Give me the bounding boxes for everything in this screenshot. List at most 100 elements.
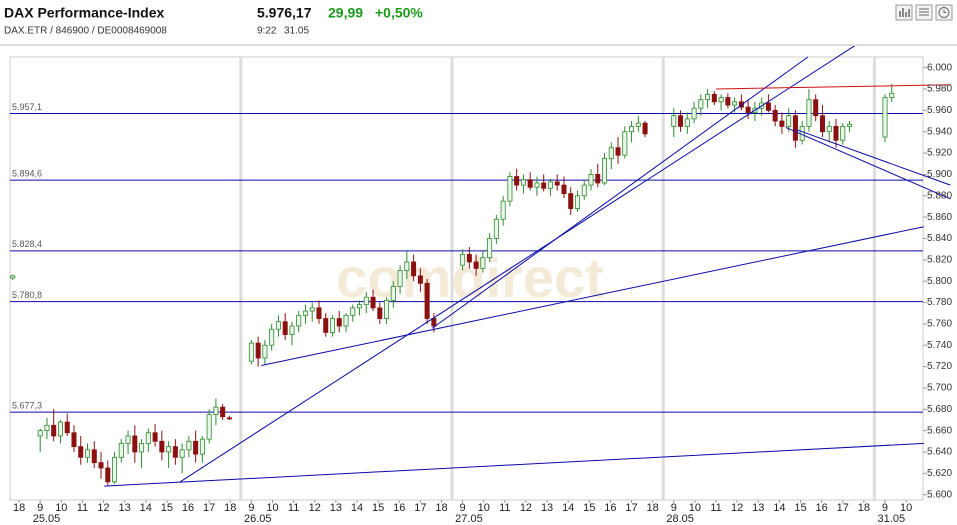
x-tick-label: 10 <box>900 502 912 514</box>
x-tick-label: 14 <box>351 502 363 514</box>
x-tick-label: 12 <box>731 502 743 514</box>
x-tick-label: 12 <box>97 502 109 514</box>
x-tick-label: 17 <box>837 502 849 514</box>
level-label: 5.677,3 <box>12 401 42 411</box>
candle-body <box>139 443 145 453</box>
level-label: 5.957,1 <box>12 102 42 112</box>
candle-body <box>772 109 778 122</box>
x-tick-label: 13 <box>541 502 553 514</box>
day-label: 28.05 <box>666 513 694 525</box>
x-tick-label: 14 <box>140 502 152 514</box>
candle-body <box>671 115 677 127</box>
candle-body <box>384 299 390 319</box>
candle-body <box>370 296 376 309</box>
candle-body <box>622 131 628 156</box>
candle-body <box>213 406 219 416</box>
candle-body <box>78 446 84 458</box>
candle-body <box>51 424 57 437</box>
x-tick-label: 13 <box>119 502 131 514</box>
candle-body <box>698 99 704 109</box>
candle-body <box>678 115 684 127</box>
x-tick-label: 17 <box>203 502 215 514</box>
x-tick-label: 11 <box>77 502 88 514</box>
candle-body <box>691 107 697 120</box>
candle-body <box>480 257 486 269</box>
candle-body <box>411 261 417 277</box>
candle-body <box>269 328 275 346</box>
y-tick-label: 5.820 <box>927 254 952 265</box>
y-tick-label: 5.620 <box>927 468 952 479</box>
candle-body <box>541 182 547 189</box>
candle-body <box>302 310 308 316</box>
day-label: 27.05 <box>455 513 483 525</box>
candle-body <box>404 261 410 271</box>
candle-body <box>460 254 466 266</box>
candle-body <box>255 342 261 359</box>
candle-body <box>527 179 533 188</box>
trendline <box>785 126 951 200</box>
x-tick-label: 12 <box>520 502 532 514</box>
candle-body <box>10 275 16 279</box>
candle-body <box>642 122 648 135</box>
level-label: 5.780,8 <box>12 290 42 300</box>
candle-body <box>705 93 711 101</box>
candle-body <box>98 462 104 469</box>
y-tick-label: 6.000 <box>927 62 952 73</box>
candle-body <box>507 176 513 202</box>
plot-frame <box>9 56 924 501</box>
candle-body <box>732 101 738 106</box>
candle-body <box>615 147 621 156</box>
y-tick-label: 5.640 <box>927 447 952 458</box>
resistance-line <box>716 84 951 90</box>
candle-body <box>799 125 805 141</box>
icon <box>943 9 947 13</box>
x-tick-label: 9 <box>460 502 466 514</box>
candle-body <box>424 282 430 319</box>
candle-body <box>220 406 226 418</box>
candle-body <box>786 115 792 127</box>
x-tick-label: 9 <box>37 502 43 514</box>
y-tick-label: 5.600 <box>927 489 952 500</box>
y-tick-label: 5.780 <box>927 297 952 308</box>
candle-body <box>473 261 479 269</box>
candle-body <box>514 176 520 186</box>
candle-body <box>629 125 635 133</box>
candle-body <box>840 125 846 141</box>
candle-body <box>172 446 178 458</box>
icon <box>938 7 950 18</box>
x-tick-label: 10 <box>55 502 67 514</box>
price: 5.976,17 <box>257 5 312 21</box>
candle-body <box>431 318 437 327</box>
candle-body <box>118 443 124 458</box>
y-tick-label: 5.920 <box>927 148 952 159</box>
candle-body <box>336 318 342 327</box>
x-tick-label: 16 <box>604 502 616 514</box>
candle-body <box>520 179 526 186</box>
x-tick-label: 16 <box>182 502 194 514</box>
candle-body <box>357 304 363 309</box>
x-tick-label: 15 <box>583 502 595 514</box>
candle-body <box>745 106 751 113</box>
x-tick-label: 16 <box>816 502 828 514</box>
plot: 5.957,1 5.894,6 5.828,4 5.780,8 5.677,3 <box>10 46 951 500</box>
candle-body <box>199 438 205 455</box>
date: 31.05 <box>284 26 309 37</box>
candle-body <box>159 440 165 453</box>
y-tick-label: 5.880 <box>927 190 952 201</box>
y-tick-label: 5.680 <box>927 404 952 415</box>
candle-body <box>813 99 819 117</box>
x-tick-label: 17 <box>414 502 426 514</box>
x-tick-label: 11 <box>710 502 721 514</box>
candle-body <box>487 238 493 259</box>
x-tick-label: 9 <box>248 502 254 514</box>
title: DAX Performance-Index <box>4 5 164 21</box>
time: 9:22 <box>257 26 277 37</box>
level-label: 5.894,6 <box>12 169 42 179</box>
candle-body <box>316 307 322 319</box>
y-tick-label: 5.940 <box>927 126 952 137</box>
candle-body <box>186 440 192 451</box>
candle-body <box>846 123 853 127</box>
x-tick-label: 10 <box>478 502 490 514</box>
trendline <box>796 129 951 186</box>
x-tick-label: 18 <box>647 502 659 514</box>
